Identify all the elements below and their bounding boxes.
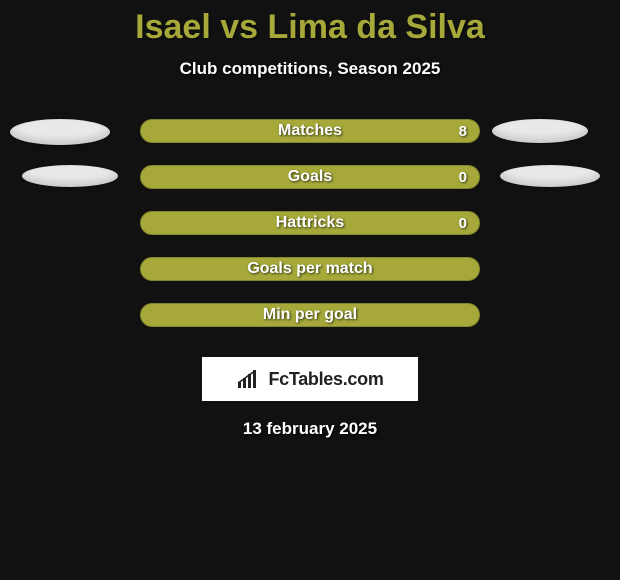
stat-rows: Matches8Goals0Hattricks0Goals per matchM… xyxy=(0,119,620,349)
stat-bar: Matches8 xyxy=(140,119,480,143)
stat-bar: Min per goal xyxy=(140,303,480,327)
stat-bar: Goals per match xyxy=(140,257,480,281)
player-ellipse-left xyxy=(22,165,118,187)
player-ellipse-left xyxy=(10,119,110,145)
stat-value: 0 xyxy=(459,169,467,186)
player-ellipse-right xyxy=(492,119,588,143)
stat-label: Goals per match xyxy=(141,260,479,278)
logo-box: FcTables.com xyxy=(202,357,418,401)
player-ellipse-right xyxy=(500,165,600,187)
stat-bar: Goals0 xyxy=(140,165,480,189)
page-title: Isael vs Lima da Silva xyxy=(0,0,620,47)
date-text: 13 february 2025 xyxy=(0,419,620,439)
stat-label: Goals xyxy=(141,168,479,186)
barchart-icon xyxy=(236,368,262,390)
logo-text: FcTables.com xyxy=(268,369,383,390)
stat-row: Hattricks0 xyxy=(0,211,620,257)
stat-row: Goals0 xyxy=(0,165,620,211)
stat-row: Matches8 xyxy=(0,119,620,165)
stat-row: Min per goal xyxy=(0,303,620,349)
subtitle: Club competitions, Season 2025 xyxy=(0,59,620,79)
stat-value: 0 xyxy=(459,215,467,232)
stat-bar: Hattricks0 xyxy=(140,211,480,235)
stat-label: Min per goal xyxy=(141,306,479,324)
stat-value: 8 xyxy=(459,123,467,140)
stat-row: Goals per match xyxy=(0,257,620,303)
stat-label: Matches xyxy=(141,122,479,140)
stat-label: Hattricks xyxy=(141,214,479,232)
